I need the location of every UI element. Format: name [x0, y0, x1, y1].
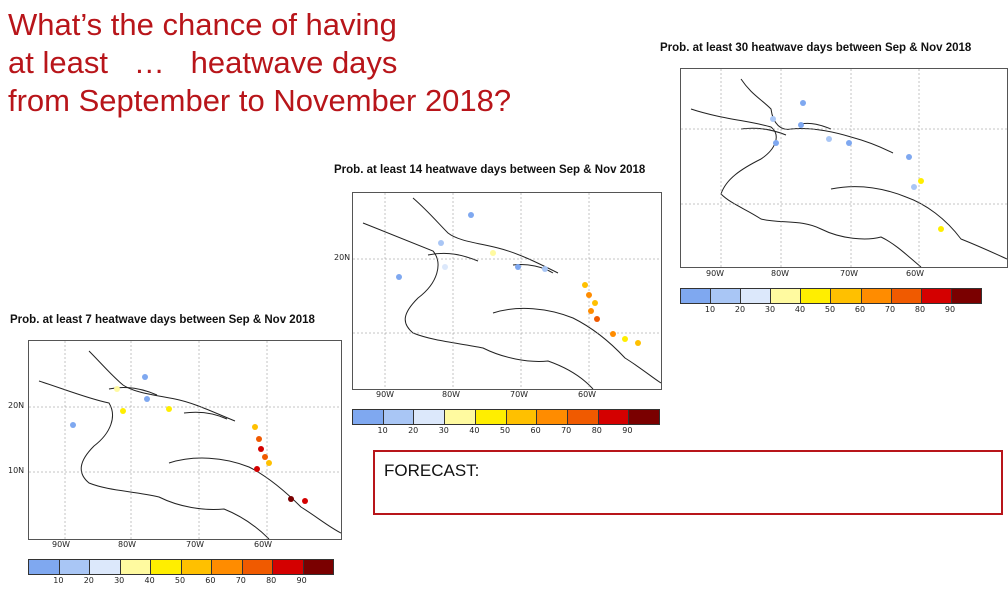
colorbar-tick: 80 — [914, 305, 926, 314]
colorbar-swatch — [242, 560, 273, 574]
colorbar-tick: 90 — [622, 426, 633, 435]
colorbar-swatch — [181, 560, 212, 574]
lat-label: 20N — [8, 401, 25, 410]
lon-label: 80W — [771, 269, 790, 278]
title-line-1: What’s the chance of having — [8, 7, 397, 42]
colorbar-tick: 40 — [794, 305, 806, 314]
colorbar-swatch — [891, 289, 922, 303]
colorbar-swatch — [861, 289, 892, 303]
lon-label: 60W — [254, 540, 273, 549]
map-panel-7-days: Prob. at least 7 heatwave days between S… — [8, 306, 354, 606]
colorbar-swatch — [303, 560, 333, 574]
colorbar-tick: 30 — [114, 576, 125, 585]
colorbar-tick: 70 — [561, 426, 572, 435]
colorbar-swatch — [921, 289, 952, 303]
title-line-3: from September to November 2018? — [8, 83, 512, 118]
colorbar-swatch — [414, 410, 446, 424]
colorbar-swatch — [59, 560, 90, 574]
colorbar-tick: 40 — [144, 576, 155, 585]
colorbar-swatch — [681, 289, 712, 303]
lon-label: 90W — [706, 269, 725, 278]
lon-label: 60W — [578, 390, 597, 399]
colorbar-swatch — [29, 560, 60, 574]
colorbar-swatch — [445, 410, 476, 424]
colorbar-swatch — [506, 410, 538, 424]
colorbar-swatch — [711, 289, 742, 303]
colorbar-tick: 60 — [854, 305, 866, 314]
colorbar-swatch — [567, 410, 599, 424]
colorbar-swatch — [212, 560, 243, 574]
colorbar-tick: 80 — [591, 426, 602, 435]
colorbar-ticks: 10 20 30 40 50 60 70 80 90 — [28, 576, 332, 586]
caribbean-map — [353, 193, 661, 389]
lon-label: 70W — [186, 540, 205, 549]
caribbean-map — [681, 69, 1007, 267]
colorbar-tick: 90 — [296, 576, 307, 585]
colorbar-swatch — [801, 289, 832, 303]
colorbar-tick: 10 — [53, 576, 64, 585]
colorbar-swatch — [598, 410, 630, 424]
lon-label: 80W — [118, 540, 137, 549]
map-area — [28, 340, 342, 540]
colorbar-tick: 20 — [408, 426, 419, 435]
colorbar-swatch — [741, 289, 772, 303]
map-panel-30-days: Prob. at least 30 heatwave days between … — [660, 40, 1008, 330]
caribbean-map — [29, 341, 341, 539]
colorbar-tick: 80 — [266, 576, 277, 585]
panel-title: Prob. at least 7 heatwave days between S… — [10, 314, 315, 326]
colorbar-tick: 30 — [764, 305, 776, 314]
map-area — [680, 68, 1008, 268]
colorbar-tick: 60 — [530, 426, 541, 435]
colorbar-tick: 70 — [235, 576, 246, 585]
colorbar — [352, 409, 660, 425]
colorbar-tick: 20 — [83, 576, 94, 585]
lon-label: 90W — [376, 390, 395, 399]
colorbar-tick: 50 — [174, 576, 186, 585]
lon-label: 60W — [906, 269, 925, 278]
map-area — [352, 192, 662, 390]
colorbar-ticks: 10 20 30 40 50 60 70 80 90 — [352, 426, 658, 436]
colorbar-tick: 40 — [469, 426, 480, 435]
lon-label: 70W — [510, 390, 529, 399]
lat-label: 10N — [8, 466, 25, 475]
colorbar-tick: 60 — [205, 576, 216, 585]
colorbar-swatch — [151, 560, 182, 574]
colorbar-swatch — [951, 289, 981, 303]
panel-title: Prob. at least 30 heatwave days between … — [660, 42, 972, 54]
colorbar-swatch — [831, 289, 862, 303]
colorbar — [28, 559, 334, 575]
colorbar-tick: 70 — [884, 305, 896, 314]
colorbar-swatch — [353, 410, 384, 424]
colorbar-tick: 50 — [824, 305, 836, 314]
colorbar-tick: 90 — [944, 305, 956, 314]
colorbar-tick: 10 — [704, 305, 716, 314]
colorbar-swatch — [90, 560, 121, 574]
colorbar-swatch — [273, 560, 304, 574]
lon-label: 80W — [442, 390, 461, 399]
slide-title: What’s the chance of having at least … h… — [8, 6, 511, 120]
colorbar — [680, 288, 982, 304]
colorbar-tick: 30 — [438, 426, 449, 435]
colorbar-swatch — [629, 410, 660, 424]
colorbar-swatch — [537, 410, 568, 424]
lon-label: 70W — [840, 269, 859, 278]
colorbar-tick: 20 — [734, 305, 746, 314]
colorbar-swatch — [475, 410, 507, 424]
colorbar-swatch — [383, 410, 415, 424]
map-panel-14-days: Prob. at least 14 heatwave days between … — [334, 160, 680, 442]
colorbar-ticks: 10 20 30 40 50 60 70 80 90 — [680, 305, 980, 315]
colorbar-swatch — [120, 560, 151, 574]
panel-title: Prob. at least 14 heatwave days between … — [334, 164, 646, 176]
lat-label: 20N — [334, 253, 351, 262]
forecast-box[interactable]: FORECAST: — [373, 450, 1003, 515]
colorbar-tick: 10 — [377, 426, 388, 435]
forecast-label: FORECAST: — [384, 461, 480, 480]
title-line-2: at least … heatwave days — [8, 45, 398, 80]
lon-label: 90W — [52, 540, 71, 549]
colorbar-tick: 50 — [499, 426, 511, 435]
colorbar-swatch — [771, 289, 802, 303]
